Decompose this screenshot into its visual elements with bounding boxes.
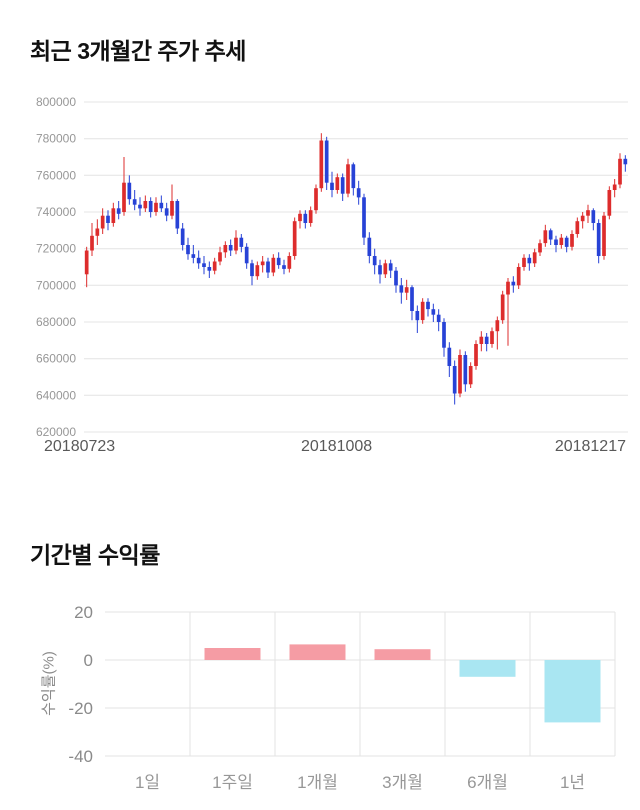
svg-text:-40: -40 <box>68 747 93 764</box>
svg-text:700000: 700000 <box>36 278 76 292</box>
bar-x-axis: 1일 1주일 1개월 3개월 6개월 1년 <box>105 768 615 793</box>
returns-bar-chart: 수익률(%) 20 0 -20 -40 1일 1주일 1개월 3개월 6개월 1년 <box>0 598 640 793</box>
svg-text:0: 0 <box>84 651 93 670</box>
svg-text:680000: 680000 <box>36 315 76 329</box>
svg-text:640000: 640000 <box>36 388 76 402</box>
x-axis-label-start: 20180723 <box>44 438 116 455</box>
x-axis-label-mid: 20181008 <box>301 438 373 455</box>
category-label-6m: 6개월 <box>467 773 508 792</box>
returns-bar-plot: 20 0 -20 -40 <box>68 603 616 764</box>
svg-text:660000: 660000 <box>36 352 76 366</box>
svg-text:760000: 760000 <box>36 168 76 182</box>
candlestick-plot: 620000 640000 660000 680000 700000 720000 7400… <box>36 95 628 436</box>
svg-text:720000: 720000 <box>36 242 76 256</box>
category-label-1m: 1개월 <box>297 773 338 792</box>
svg-text:780000: 780000 <box>36 132 76 146</box>
svg-text:620000: 620000 <box>36 425 76 436</box>
svg-text:740000: 740000 <box>36 205 76 219</box>
svg-text:-20: -20 <box>68 699 93 718</box>
category-label-1y: 1년 <box>559 773 586 792</box>
returns-title: 기간별 수익률 <box>30 542 160 568</box>
price-candlestick-chart: 620000 640000 660000 680000 700000 720000 7400… <box>0 88 640 462</box>
category-label-1w: 1주일 <box>212 773 253 792</box>
x-axis-label-end: 20181217 <box>554 438 626 455</box>
svg-text:800000: 800000 <box>36 95 76 109</box>
category-label-3m: 3개월 <box>382 773 423 792</box>
category-label-1d: 1일 <box>134 773 161 792</box>
y-axis-title: 수익률(%) <box>40 651 58 716</box>
price-trend-title: 최근 3개월간 주가 추세 <box>30 38 246 64</box>
svg-text:20: 20 <box>74 603 93 622</box>
candle-x-axis: 20180723 20181008 20181217 <box>0 438 640 462</box>
